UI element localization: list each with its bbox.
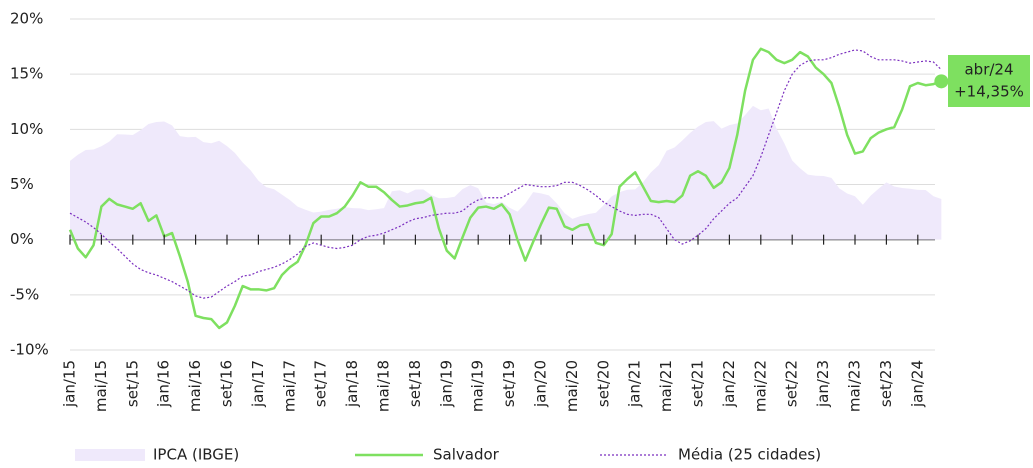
line	[69, 49, 942, 299]
x-tick-label: jan/15	[61, 360, 79, 408]
y-tick-label: 15%	[10, 65, 43, 83]
x-tick-label: set/19	[500, 360, 518, 407]
y-tick-label: 0%	[10, 230, 34, 248]
y-tick-label: 10%	[10, 120, 43, 138]
x-tick-label: jan/22	[720, 360, 738, 408]
x-tick-label: mai/20	[563, 360, 581, 412]
last-point	[934, 74, 949, 89]
y-tick-label: 20%	[10, 10, 43, 28]
legend-swatch	[75, 449, 145, 461]
legend-label: Salvador	[433, 446, 500, 464]
x-tick-label: jan/16	[155, 360, 173, 408]
x-tick-label: jan/20	[532, 360, 550, 408]
x-tick-label: jan/21	[626, 360, 644, 408]
annotation-box	[948, 55, 1030, 107]
x-tick-label: jan/18	[343, 360, 361, 408]
x-tick-label: set/16	[218, 360, 236, 407]
x-tick-label: mai/21	[657, 360, 675, 412]
x-tick-label: jan/19	[437, 360, 455, 408]
x-tick-label: set/21	[689, 360, 707, 407]
x-tick-label: mai/23	[846, 360, 864, 412]
annotation-text: abr/24	[964, 61, 1013, 79]
annotation-text: +14,35%	[954, 83, 1024, 101]
x-tick-label: mai/17	[280, 360, 298, 412]
x-tick-label: jan/23	[814, 360, 832, 408]
x-tick-label: mai/16	[186, 360, 204, 412]
legend-label: Média (25 cidades)	[678, 446, 821, 464]
x-tick-label: set/15	[123, 360, 141, 407]
x-tick-label: jan/17	[249, 360, 267, 408]
x-tick-label: jan/24	[908, 360, 926, 408]
legend-label: IPCA (IBGE)	[153, 446, 239, 464]
line	[68, 47, 942, 330]
x-tick-label: set/20	[594, 360, 612, 407]
x-tick-label: set/17	[312, 360, 330, 407]
y-tick-label: -10%	[10, 341, 49, 359]
x-tick-label: mai/18	[375, 360, 393, 412]
y-tick-label: 5%	[10, 175, 34, 193]
x-tick-label: set/18	[406, 360, 424, 407]
x-tick-label: set/22	[783, 360, 801, 407]
y-tick-label: -5%	[10, 285, 39, 303]
x-tick-label: mai/15	[92, 360, 110, 412]
area	[70, 105, 942, 240]
x-tick-label: mai/19	[469, 360, 487, 412]
x-tick-label: set/23	[877, 360, 895, 407]
x-tick-label: mai/22	[751, 360, 769, 412]
